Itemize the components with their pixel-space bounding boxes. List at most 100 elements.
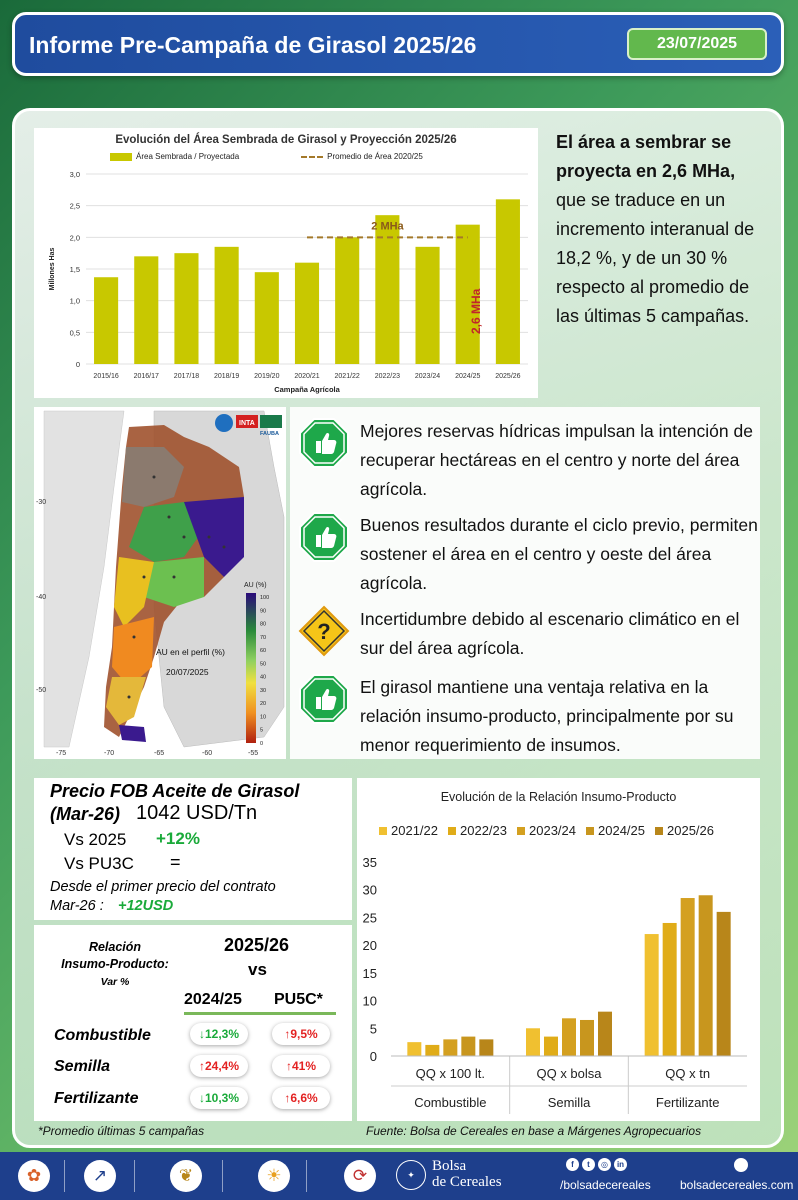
website-link[interactable]: bolsadecereales.com xyxy=(680,1178,794,1192)
bolsa-logo-icon: ✦ xyxy=(396,1160,426,1190)
footnote-left: *Promedio últimas 5 campañas xyxy=(38,1124,205,1138)
x-group-label: Semilla xyxy=(548,1095,591,1110)
price-contract: (Mar-26) xyxy=(50,804,121,824)
area-chart-legend: Área Sembrada / Proyectada Promedio de Á… xyxy=(110,152,423,161)
legend-label: 2022/23 xyxy=(460,823,507,838)
summary-bold: El área a sembrar se proyecta en 2,6 MHa… xyxy=(556,132,736,181)
x-axis-label: Campaña Agrícola xyxy=(274,385,340,394)
x-tick-label: 2021/22 xyxy=(335,373,360,380)
ip-bar xyxy=(461,1036,476,1056)
key-point-text: Mejores reservas hídricas impulsan la in… xyxy=(360,421,753,499)
projection-label: 2,6 MHa xyxy=(469,288,483,334)
social-handle[interactable]: /bolsadecereales xyxy=(560,1178,651,1192)
vspu3c-label: Vs PU3C xyxy=(64,854,134,873)
instagram-icon[interactable]: ◎ xyxy=(598,1158,611,1171)
table-label-line2: Insumo-Producto: xyxy=(61,957,169,971)
y-tick-label: 5 xyxy=(370,1021,377,1036)
legend-item-area: Área Sembrada / Proyectada xyxy=(110,152,239,161)
key-point-text: El girasol mantiene una ventaja relativa… xyxy=(360,677,734,755)
legend-swatch xyxy=(517,827,525,835)
ip-bar xyxy=(698,895,713,1056)
linkedin-icon[interactable]: in xyxy=(614,1158,627,1171)
weather-icon[interactable]: ☀ xyxy=(258,1160,290,1192)
map-caption-1: AU en el perfil (%) xyxy=(156,647,225,657)
legend-swatch xyxy=(586,827,594,835)
table-row-label: Semilla xyxy=(54,1058,111,1075)
au-tick-label: 10 xyxy=(260,714,266,720)
lon-label: -70 xyxy=(104,750,114,757)
x-tick-label: QQ x tn xyxy=(665,1066,710,1081)
table-year: 2025/26 xyxy=(224,935,290,955)
y-tick-label: 1,5 xyxy=(70,265,80,274)
au-tick-label: 90 xyxy=(260,608,266,614)
footer-bar: ✿ ↗ ❦ ☀ ⟳ ✦ Bolsa de Cereales f t ◎ in /… xyxy=(0,1152,798,1200)
key-point-4: El girasol mantiene una ventaja relativa… xyxy=(298,673,758,760)
au-tick-label: 40 xyxy=(260,675,266,681)
au-tick-label: 20 xyxy=(260,701,266,707)
table-label-line1: Relación xyxy=(88,940,142,954)
logo-line1: Bolsa xyxy=(432,1158,467,1174)
soil-moisture-map: -30 -40 -50 -75 -70 -65 -60 -55 AU (%) 1… xyxy=(34,407,286,759)
social-icons: f t ◎ in xyxy=(566,1158,627,1171)
vs2025-value: +12% xyxy=(156,829,200,848)
legend-label: 2023/24 xyxy=(529,823,576,838)
fauba-logo-box xyxy=(260,415,282,428)
ip-bar xyxy=(443,1039,458,1056)
area-chart-title: Evolución del Área Sembrada de Girasol y… xyxy=(115,134,457,146)
x-group-label: Fertilizante xyxy=(656,1095,720,1110)
fauba-logo-text: FAUBA xyxy=(260,431,279,437)
summary-text: El área a sembrar se proyecta en 2,6 MHa… xyxy=(556,128,766,331)
lat-label: -30 xyxy=(36,499,46,506)
au-tick-label: 30 xyxy=(260,688,266,694)
y-tick-label: 20 xyxy=(363,938,377,953)
price-note-contract: Mar-26 : xyxy=(50,898,104,914)
lon-label: -75 xyxy=(56,750,66,757)
y-tick-label: 1,0 xyxy=(70,297,80,306)
area-bar xyxy=(174,253,199,364)
table-row-label: Fertilizante xyxy=(54,1090,139,1107)
area-bar xyxy=(495,199,520,364)
legend-swatch-bar xyxy=(110,152,132,161)
chart-line-icon[interactable]: ↗ xyxy=(84,1160,116,1192)
vs2025-label: Vs 2025 xyxy=(64,830,127,849)
ip-chart-title: Evolución de la Relación Insumo-Producto xyxy=(440,790,677,804)
x-tick-label: QQ x bolsa xyxy=(536,1066,602,1081)
y-tick-label: 0,5 xyxy=(70,328,80,337)
y-tick-label: 3,0 xyxy=(70,170,80,179)
x-tick-label: 2018/19 xyxy=(214,373,239,380)
legend-label: 2021/22 xyxy=(391,823,438,838)
legend-item: 2025/26 xyxy=(655,823,714,838)
average-label: 2 MHa xyxy=(371,220,404,232)
au-tick-label: 100 xyxy=(260,595,269,601)
area-bar xyxy=(214,246,239,364)
inta-logo-icon xyxy=(215,414,233,432)
y-tick-label: 0 xyxy=(76,360,80,369)
legend-swatch xyxy=(448,827,456,835)
twitter-icon[interactable]: t xyxy=(582,1158,595,1171)
ip-bar xyxy=(662,922,677,1056)
ip-bar xyxy=(425,1044,440,1056)
var-avg-pill: ↑9,5% xyxy=(272,1023,330,1045)
x-tick-label: 2017/18 xyxy=(174,373,199,380)
ip-bar xyxy=(562,1018,576,1056)
legend-label: 2025/26 xyxy=(667,823,714,838)
lon-label: -65 xyxy=(154,750,164,757)
wheat-icon[interactable]: ❦ xyxy=(170,1160,202,1192)
legend-swatch xyxy=(379,827,387,835)
price-title: Precio FOB Aceite de Girasol xyxy=(50,781,300,801)
legend-label-average: Promedio de Área 2020/25 xyxy=(327,152,423,161)
vspu3c-value: = xyxy=(170,852,181,872)
exchange-icon[interactable]: ⟳ xyxy=(344,1160,376,1192)
price-note: Desde el primer precio del contrato xyxy=(50,879,276,895)
logo-line2: de Cereales xyxy=(432,1174,502,1190)
facebook-icon[interactable]: f xyxy=(566,1158,579,1171)
lon-label: -60 xyxy=(202,750,212,757)
legend-item: 2024/25 xyxy=(586,823,645,838)
legend-item: 2021/22 xyxy=(379,823,438,838)
lon-label: -55 xyxy=(248,750,258,757)
area-bar xyxy=(455,224,480,364)
grain-icon[interactable]: ✿ xyxy=(18,1160,50,1192)
key-point-1: Mejores reservas hídricas impulsan la in… xyxy=(298,417,758,504)
legend-label: 2024/25 xyxy=(598,823,645,838)
